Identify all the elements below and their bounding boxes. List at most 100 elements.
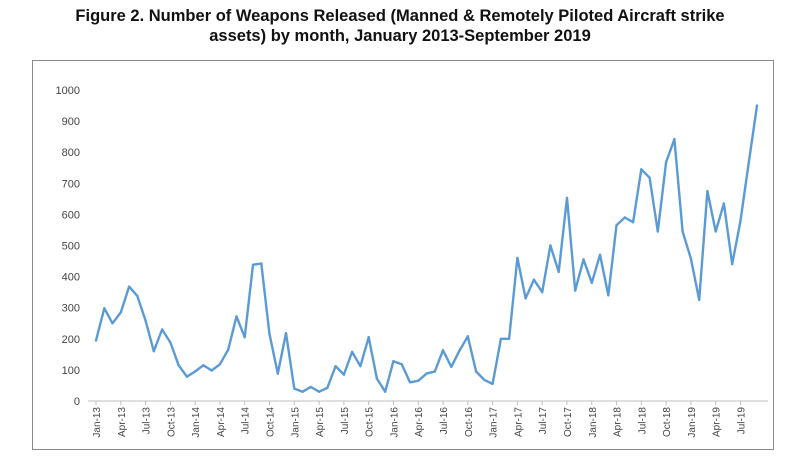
data-point xyxy=(119,311,123,314)
data-point xyxy=(111,322,114,325)
data-point xyxy=(193,370,197,373)
data-point xyxy=(507,337,511,340)
x-tick-label: Apr-15 xyxy=(315,407,326,437)
x-tick-label: Oct-17 xyxy=(563,407,574,437)
x-tick-label: Jul-15 xyxy=(340,407,351,435)
data-point xyxy=(524,297,527,300)
x-tick-label: Jul-14 xyxy=(241,407,252,435)
y-tick-label: 200 xyxy=(62,334,80,346)
data-point xyxy=(458,349,461,352)
series-line xyxy=(94,104,759,393)
data-point xyxy=(565,196,569,200)
x-tick-label: Apr-18 xyxy=(613,407,624,437)
data-point xyxy=(466,335,469,338)
x-tick-label: Apr-16 xyxy=(414,407,425,437)
data-point xyxy=(582,258,585,261)
data-point xyxy=(103,307,106,310)
data-point xyxy=(598,253,602,256)
data-point xyxy=(367,336,370,339)
chart-title-line-2: assets) by month, January 2013-September… xyxy=(209,27,591,45)
data-point xyxy=(408,381,412,384)
y-tick-label: 600 xyxy=(62,209,80,221)
data-point xyxy=(326,386,329,390)
data-point xyxy=(400,363,403,366)
data-point xyxy=(491,382,494,386)
data-point xyxy=(425,372,428,375)
data-point xyxy=(623,216,626,219)
data-point xyxy=(450,365,453,368)
data-point xyxy=(557,270,560,274)
y-tick-label: 500 xyxy=(62,241,80,253)
data-point xyxy=(260,262,263,265)
y-tick-label: 700 xyxy=(62,178,80,190)
data-point xyxy=(615,224,618,227)
data-point xyxy=(160,328,164,331)
data-point xyxy=(350,350,354,354)
data-point xyxy=(309,385,312,389)
data-point xyxy=(392,360,395,363)
chart-title-line-1: Figure 2. Number of Weapons Released (Ma… xyxy=(75,7,725,25)
data-point xyxy=(516,256,519,260)
data-point xyxy=(218,363,222,366)
data-point xyxy=(185,375,189,378)
data-point xyxy=(127,285,131,288)
data-point xyxy=(681,230,684,233)
x-tick-label: Apr-17 xyxy=(513,407,524,437)
x-tick-label: Oct-14 xyxy=(266,407,277,437)
data-point xyxy=(334,365,337,368)
data-point xyxy=(541,290,544,294)
data-point xyxy=(590,281,593,284)
data-point xyxy=(574,289,577,292)
data-point xyxy=(417,379,420,382)
x-tick-label: Jul-13 xyxy=(142,407,153,435)
x-tick-label: Jan-16 xyxy=(389,407,400,438)
x-tick-label: Apr-13 xyxy=(117,407,128,437)
data-point xyxy=(375,377,379,380)
data-point xyxy=(136,294,139,298)
data-point xyxy=(474,370,478,373)
data-point xyxy=(384,390,387,393)
data-point xyxy=(706,189,709,193)
data-point xyxy=(359,365,362,368)
x-tick-label: Oct-18 xyxy=(662,407,673,437)
data-point xyxy=(251,263,255,266)
x-tick-label: Oct-16 xyxy=(464,407,475,437)
data-point xyxy=(631,221,635,224)
x-tick-label: Jul-18 xyxy=(637,407,648,435)
data-point xyxy=(731,263,734,266)
y-tick-label: 300 xyxy=(62,303,80,315)
data-point xyxy=(177,364,180,367)
data-point xyxy=(483,378,486,382)
data-point xyxy=(169,341,172,344)
x-tick-label: Oct-13 xyxy=(166,407,177,437)
y-tick-label: 800 xyxy=(62,147,80,159)
data-point xyxy=(441,349,445,352)
data-point xyxy=(268,332,271,336)
data-point xyxy=(607,294,610,297)
data-point xyxy=(276,372,279,375)
data-point xyxy=(152,350,155,353)
data-point xyxy=(532,278,536,281)
data-point xyxy=(301,390,304,393)
data-point xyxy=(673,137,676,141)
data-point xyxy=(94,339,98,342)
data-point xyxy=(747,161,750,165)
data-point xyxy=(640,168,643,171)
y-tick-label: 900 xyxy=(62,116,80,128)
x-tick-label: Apr-19 xyxy=(712,407,723,437)
x-tick-label: Jan-18 xyxy=(588,407,599,438)
data-point xyxy=(689,257,693,260)
x-tick-label: Jan-13 xyxy=(92,407,103,438)
x-tick-label: Jan-15 xyxy=(290,407,301,438)
y-tick-label: 400 xyxy=(62,272,80,284)
x-tick-label: Jan-19 xyxy=(687,407,698,438)
data-point xyxy=(144,319,147,322)
chart-title: Figure 2. Number of Weapons Released (Ma… xyxy=(0,6,800,46)
x-tick-label: Oct-15 xyxy=(365,407,376,437)
data-point xyxy=(227,348,230,351)
data-point xyxy=(656,230,659,233)
x-tick-label: Jan-17 xyxy=(489,407,500,438)
y-tick-label: 0 xyxy=(74,396,80,408)
y-tick-label: 100 xyxy=(62,365,80,377)
